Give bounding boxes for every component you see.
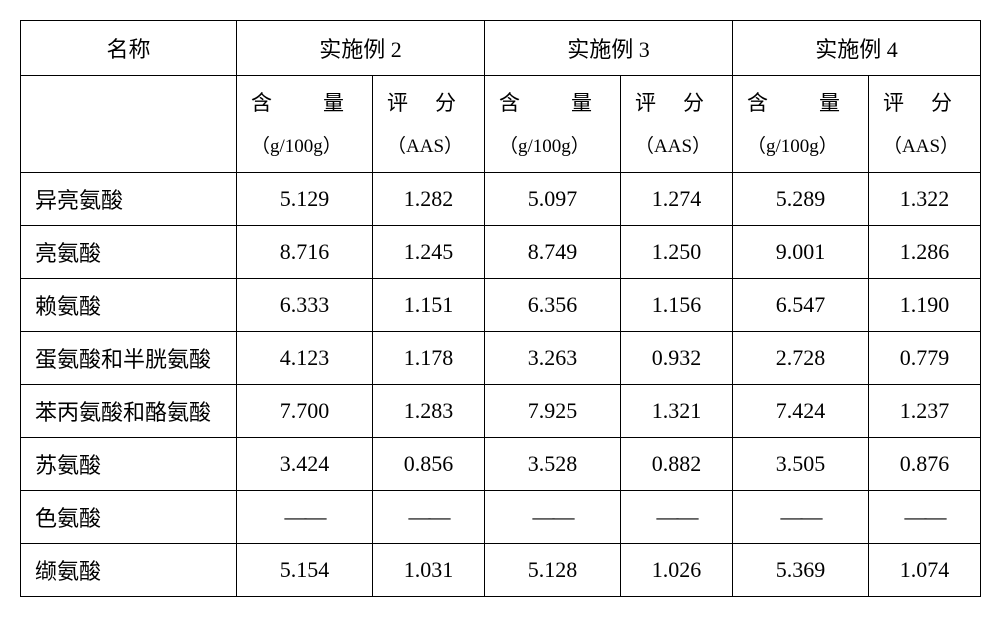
row-s1: 1.245 bbox=[373, 226, 485, 279]
row-v1: 5.129 bbox=[237, 173, 373, 226]
header-group-3: 实施例 4 bbox=[733, 21, 981, 76]
row-v1: 6.333 bbox=[237, 279, 373, 332]
row-v3: 5.369 bbox=[733, 544, 869, 597]
content-label-a: 含 bbox=[499, 80, 520, 126]
score-label-a: 评 bbox=[883, 80, 904, 126]
row-s2: 1.321 bbox=[621, 385, 733, 438]
row-s3: 1.322 bbox=[869, 173, 981, 226]
row-s1: 1.283 bbox=[373, 385, 485, 438]
row-v1: —— bbox=[237, 491, 373, 544]
row-name: 苏氨酸 bbox=[21, 438, 237, 491]
content-label-b: 量 bbox=[571, 80, 592, 126]
subheader-content-2: 含 量 （g/100g） bbox=[485, 76, 621, 173]
row-v3: —— bbox=[733, 491, 869, 544]
subheader-score-2: 评分 （AAS） bbox=[621, 76, 733, 173]
row-v3: 9.001 bbox=[733, 226, 869, 279]
subheader-content-3: 含 量 （g/100g） bbox=[733, 76, 869, 173]
row-v3: 7.424 bbox=[733, 385, 869, 438]
row-s2: 0.882 bbox=[621, 438, 733, 491]
header-group-1: 实施例 2 bbox=[237, 21, 485, 76]
row-v1: 3.424 bbox=[237, 438, 373, 491]
row-s2: 1.026 bbox=[621, 544, 733, 597]
table-row: 亮氨酸8.7161.2458.7491.2509.0011.286 bbox=[21, 226, 981, 279]
content-unit: （g/100g） bbox=[251, 126, 372, 168]
row-s2: —— bbox=[621, 491, 733, 544]
row-s1: 1.178 bbox=[373, 332, 485, 385]
row-s1: 1.151 bbox=[373, 279, 485, 332]
table-row: 苏氨酸3.4240.8563.5280.8823.5050.876 bbox=[21, 438, 981, 491]
table-row: 苯丙氨酸和酪氨酸7.7001.2837.9251.3217.4241.237 bbox=[21, 385, 981, 438]
row-v2: 3.528 bbox=[485, 438, 621, 491]
row-v2: —— bbox=[485, 491, 621, 544]
row-name: 异亮氨酸 bbox=[21, 173, 237, 226]
row-v1: 8.716 bbox=[237, 226, 373, 279]
header-group-2: 实施例 3 bbox=[485, 21, 733, 76]
score-label-b: 分 bbox=[683, 80, 704, 126]
row-v3: 5.289 bbox=[733, 173, 869, 226]
table-header-row: 名称 实施例 2 实施例 3 实施例 4 bbox=[21, 21, 981, 76]
row-v3: 2.728 bbox=[733, 332, 869, 385]
row-v1: 7.700 bbox=[237, 385, 373, 438]
content-unit: （g/100g） bbox=[747, 126, 868, 168]
content-label-a: 含 bbox=[747, 80, 768, 126]
row-name: 色氨酸 bbox=[21, 491, 237, 544]
row-s2: 1.250 bbox=[621, 226, 733, 279]
row-v1: 4.123 bbox=[237, 332, 373, 385]
subheader-content-1: 含 量 （g/100g） bbox=[237, 76, 373, 173]
row-v2: 6.356 bbox=[485, 279, 621, 332]
table-row: 缬氨酸5.1541.0315.1281.0265.3691.074 bbox=[21, 544, 981, 597]
row-v3: 6.547 bbox=[733, 279, 869, 332]
row-s3: 0.876 bbox=[869, 438, 981, 491]
subheader-score-3: 评分 （AAS） bbox=[869, 76, 981, 173]
row-s2: 0.932 bbox=[621, 332, 733, 385]
subheader-score-1: 评分 （AAS） bbox=[373, 76, 485, 173]
row-s3: 1.190 bbox=[869, 279, 981, 332]
row-s3: 1.237 bbox=[869, 385, 981, 438]
table-row: 蛋氨酸和半胱氨酸4.1231.1783.2630.9322.7280.779 bbox=[21, 332, 981, 385]
score-label-a: 评 bbox=[635, 80, 656, 126]
content-label-b: 量 bbox=[323, 80, 344, 126]
score-unit: （AAS） bbox=[387, 126, 484, 168]
row-s2: 1.274 bbox=[621, 173, 733, 226]
table-row: 异亮氨酸5.1291.2825.0971.2745.2891.322 bbox=[21, 173, 981, 226]
table-subheader-row: 含量 （g/100g） 评分 （AAS） 含量 （g/100g） 评分 （AAS… bbox=[21, 76, 981, 173]
row-v2: 8.749 bbox=[485, 226, 621, 279]
row-v2: 3.263 bbox=[485, 332, 621, 385]
row-v2: 5.128 bbox=[485, 544, 621, 597]
table-row: 色氨酸———————————— bbox=[21, 491, 981, 544]
amino-acid-table: 名称 实施例 2 实施例 3 实施例 4 含量 （g/100g） 评分 （AAS… bbox=[20, 20, 981, 597]
row-name: 亮氨酸 bbox=[21, 226, 237, 279]
content-label-a: 含 bbox=[251, 80, 272, 126]
row-s1: —— bbox=[373, 491, 485, 544]
row-name: 蛋氨酸和半胱氨酸 bbox=[21, 332, 237, 385]
row-v3: 3.505 bbox=[733, 438, 869, 491]
row-v2: 5.097 bbox=[485, 173, 621, 226]
row-s3: 1.286 bbox=[869, 226, 981, 279]
row-s3: 0.779 bbox=[869, 332, 981, 385]
row-s3: 1.074 bbox=[869, 544, 981, 597]
content-unit: （g/100g） bbox=[499, 126, 620, 168]
content-label-b: 量 bbox=[819, 80, 840, 126]
row-s1: 1.282 bbox=[373, 173, 485, 226]
row-name: 赖氨酸 bbox=[21, 279, 237, 332]
table-row: 赖氨酸6.3331.1516.3561.1566.5471.190 bbox=[21, 279, 981, 332]
score-label-b: 分 bbox=[435, 80, 456, 126]
row-name: 苯丙氨酸和酪氨酸 bbox=[21, 385, 237, 438]
row-s1: 0.856 bbox=[373, 438, 485, 491]
subheader-empty bbox=[21, 76, 237, 173]
score-unit: （AAS） bbox=[635, 126, 732, 168]
score-label-a: 评 bbox=[387, 80, 408, 126]
row-s1: 1.031 bbox=[373, 544, 485, 597]
header-name: 名称 bbox=[21, 21, 237, 76]
row-v2: 7.925 bbox=[485, 385, 621, 438]
score-unit: （AAS） bbox=[883, 126, 980, 168]
row-name: 缬氨酸 bbox=[21, 544, 237, 597]
row-s2: 1.156 bbox=[621, 279, 733, 332]
score-label-b: 分 bbox=[931, 80, 952, 126]
row-s3: —— bbox=[869, 491, 981, 544]
row-v1: 5.154 bbox=[237, 544, 373, 597]
